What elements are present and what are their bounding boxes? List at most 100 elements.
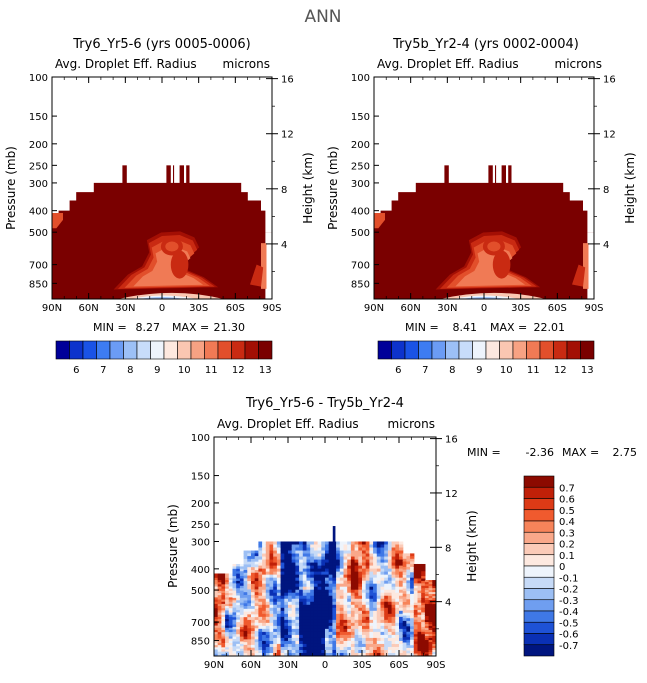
contour-cell (317, 604, 322, 609)
colorbar-swatch (485, 340, 500, 360)
contour-cell (225, 593, 230, 596)
contour-cell (262, 628, 267, 633)
contour-cell (432, 634, 436, 637)
contour-cell (291, 592, 296, 597)
contour-cell (406, 620, 411, 625)
contour-cell (288, 541, 293, 546)
contour-cell (362, 571, 367, 576)
contour-cell (417, 646, 422, 650)
contour-cell (347, 586, 352, 591)
contour-cell (384, 547, 389, 552)
contour-cell (217, 621, 222, 625)
contour-cell (325, 622, 330, 627)
contour-cell (347, 640, 352, 645)
contour-cell (217, 627, 222, 631)
contour-cell (321, 631, 326, 636)
x-tick-label: 30S (352, 660, 371, 671)
contour-cell (325, 607, 330, 612)
y-tick-label: 400 (351, 207, 370, 218)
contour-cell (236, 639, 241, 643)
contour-cell (365, 553, 370, 558)
contour-cell (362, 550, 367, 555)
contour-cell (317, 616, 322, 621)
contour-cell (343, 649, 348, 654)
contour-cell (432, 650, 436, 653)
contour-cell (228, 647, 234, 651)
contour-cell (321, 562, 326, 567)
contour-cell (417, 583, 422, 587)
contour-cell (243, 636, 248, 640)
contour-cell (424, 636, 430, 639)
contour-cell (302, 622, 308, 627)
contour-cell (424, 586, 430, 589)
contour-cell (317, 643, 322, 648)
contour-cell (350, 649, 356, 654)
contour-cell (232, 595, 237, 599)
contour-cell (328, 574, 333, 579)
contour-cell (269, 628, 274, 633)
contour-cell (369, 553, 374, 558)
contour-cell (380, 589, 385, 594)
contour-cell (384, 637, 389, 642)
contour-cell (373, 604, 378, 609)
contour-cell (387, 553, 393, 558)
contour-cell (251, 633, 256, 638)
contour-cell (295, 556, 300, 561)
contour-cell (373, 610, 378, 615)
contour-cell (380, 598, 385, 603)
contour-cell (424, 608, 430, 611)
contour-cell (236, 571, 241, 575)
contour-cell (395, 607, 400, 612)
contour-cell (384, 634, 389, 639)
contour-cell (336, 622, 341, 627)
y2-tick-label: 12 (281, 130, 294, 141)
contour-cell (387, 583, 393, 588)
contour-cell (413, 566, 419, 570)
contour-cell (358, 652, 363, 656)
min-value: 8.27 (136, 321, 161, 334)
contour-cell (247, 578, 252, 582)
contour-cell (228, 623, 234, 627)
contour-cell (269, 571, 274, 576)
contour-cell (347, 628, 352, 633)
contour-cell (236, 576, 241, 580)
contour-cell (310, 541, 315, 546)
contour-cell (221, 601, 226, 605)
contour-cell (362, 595, 367, 600)
contour-cell (306, 544, 311, 549)
contour-cell (417, 588, 422, 592)
contour-cell (402, 564, 407, 568)
contour-cell (339, 586, 345, 591)
contour-cell (258, 565, 263, 570)
y-tick-label: 500 (191, 586, 210, 597)
min-value: -2.36 (526, 446, 554, 459)
contour-cell (291, 610, 296, 615)
contour-cell (284, 640, 289, 645)
contour-cell (295, 580, 300, 585)
contour-cell (406, 604, 411, 608)
contour-cell (421, 593, 426, 597)
contour-cell (295, 589, 300, 594)
contour-cell (236, 646, 241, 650)
contour-cell (384, 577, 389, 582)
contour-cell (239, 619, 245, 623)
contour-cell (387, 643, 393, 648)
contour-field (374, 165, 594, 299)
figure-title: ANN (304, 7, 341, 27)
contour-cell (402, 604, 407, 608)
contour-cell (325, 595, 330, 600)
contour-cell (321, 565, 326, 570)
contour-cell (369, 601, 374, 606)
contour-cell (321, 649, 326, 654)
contour-cell (354, 607, 359, 612)
contour-cell (402, 610, 407, 614)
contour-cell (273, 565, 278, 570)
contour-cell (317, 589, 322, 594)
contour-cell (269, 595, 274, 600)
contour-cell (424, 618, 430, 621)
contour-cell (365, 583, 370, 588)
contour-cell (325, 547, 330, 552)
colorbar-label: 6 (73, 365, 79, 376)
contour-cell (350, 553, 356, 558)
contour-cell (299, 547, 304, 552)
